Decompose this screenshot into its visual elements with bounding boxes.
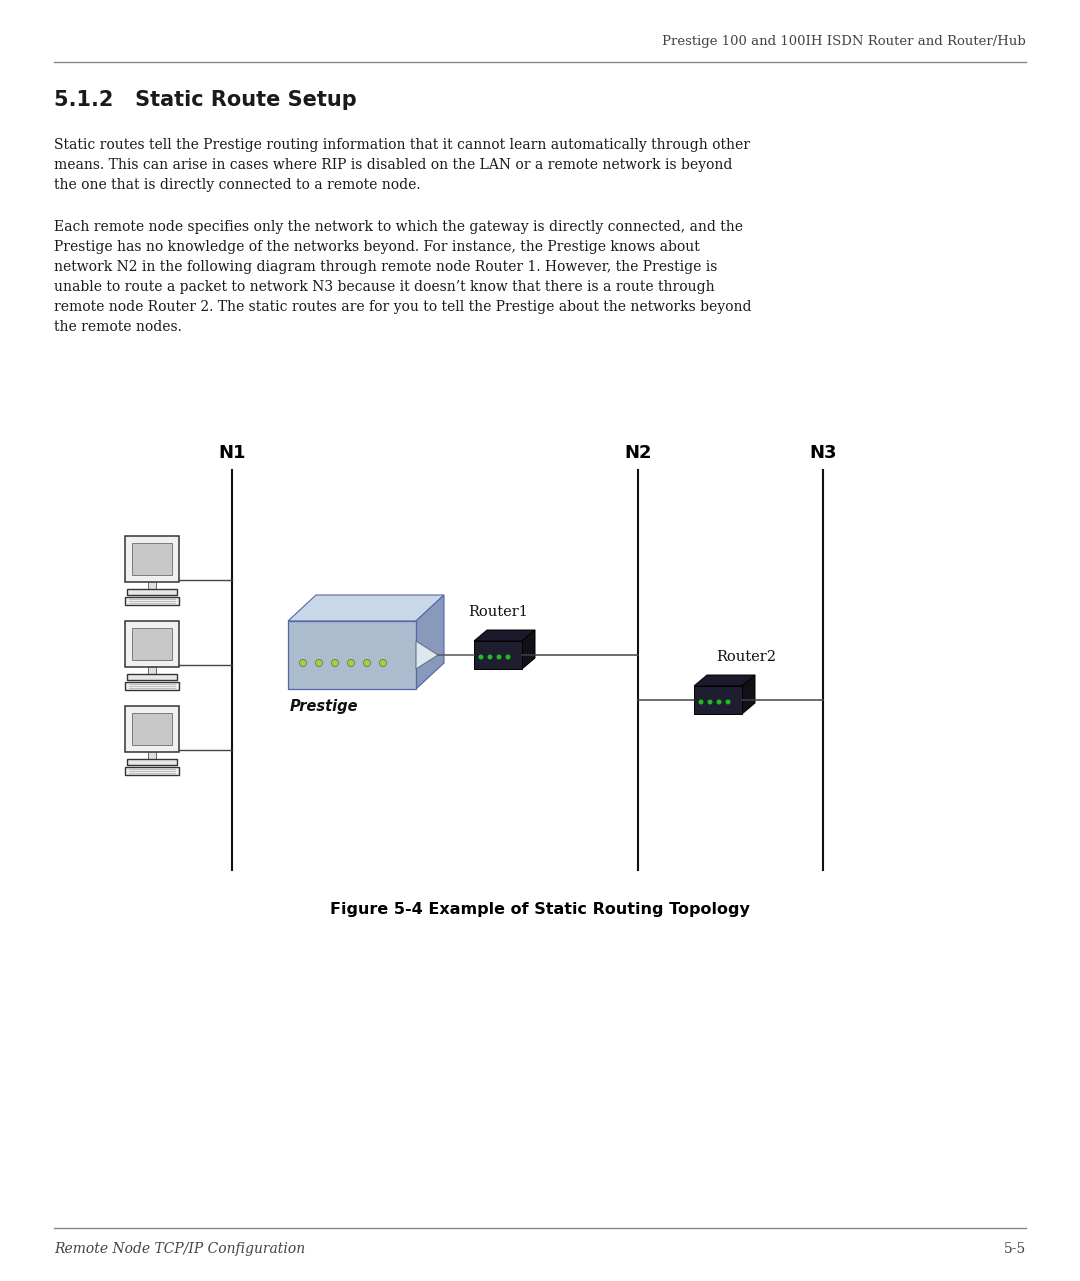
- Circle shape: [505, 655, 511, 660]
- Bar: [124, 535, 179, 582]
- Bar: [124, 706, 179, 752]
- Polygon shape: [522, 630, 535, 669]
- Circle shape: [497, 655, 501, 660]
- Bar: [148, 752, 157, 758]
- Bar: [127, 758, 176, 765]
- Text: remote node Router 2. The static routes are for you to tell the Prestige about t: remote node Router 2. The static routes …: [54, 300, 752, 314]
- Bar: [124, 621, 179, 667]
- Circle shape: [726, 699, 730, 705]
- Text: 5-5: 5-5: [1003, 1243, 1026, 1255]
- Circle shape: [315, 660, 323, 666]
- Text: Figure 5-4 Example of Static Routing Topology: Figure 5-4 Example of Static Routing Top…: [330, 902, 750, 917]
- Text: Router2: Router2: [716, 649, 777, 664]
- Text: Remote Node TCP/IP Configuration: Remote Node TCP/IP Configuration: [54, 1243, 306, 1255]
- Bar: [127, 674, 176, 680]
- Text: Router1: Router1: [468, 605, 528, 619]
- Polygon shape: [288, 594, 444, 621]
- Text: N2: N2: [624, 445, 651, 462]
- Circle shape: [299, 660, 307, 666]
- Circle shape: [478, 655, 484, 660]
- Polygon shape: [416, 640, 438, 669]
- Polygon shape: [416, 594, 444, 689]
- Text: Each remote node specifies only the network to which the gateway is directly con: Each remote node specifies only the netw…: [54, 220, 743, 234]
- Text: the remote nodes.: the remote nodes.: [54, 320, 181, 334]
- Text: the one that is directly connected to a remote node.: the one that is directly connected to a …: [54, 178, 420, 192]
- Text: 5.1.2   Static Route Setup: 5.1.2 Static Route Setup: [54, 90, 356, 110]
- Bar: [124, 681, 179, 689]
- Bar: [474, 640, 522, 669]
- Polygon shape: [742, 675, 755, 714]
- Text: N3: N3: [809, 445, 837, 462]
- Text: network N2 in the following diagram through remote node Router 1. However, the P: network N2 in the following diagram thro…: [54, 260, 717, 274]
- Bar: [148, 667, 157, 674]
- Bar: [124, 597, 179, 605]
- Bar: [132, 714, 173, 746]
- Circle shape: [716, 699, 721, 705]
- Text: Static routes tell the Prestige routing information that it cannot learn automat: Static routes tell the Prestige routing …: [54, 138, 750, 152]
- Text: unable to route a packet to network N3 because it doesn’t know that there is a r: unable to route a packet to network N3 b…: [54, 281, 715, 295]
- Circle shape: [707, 699, 713, 705]
- Circle shape: [487, 655, 492, 660]
- Bar: [148, 582, 157, 589]
- Circle shape: [348, 660, 354, 666]
- Bar: [124, 767, 179, 775]
- Text: means. This can arise in cases where RIP is disabled on the LAN or a remote netw: means. This can arise in cases where RIP…: [54, 158, 732, 172]
- Circle shape: [699, 699, 703, 705]
- Bar: [127, 589, 176, 594]
- Text: N1: N1: [218, 445, 246, 462]
- Polygon shape: [474, 630, 535, 640]
- Text: Prestige: Prestige: [291, 699, 359, 714]
- Polygon shape: [694, 675, 755, 687]
- Circle shape: [332, 660, 338, 666]
- Text: Prestige 100 and 100IH ISDN Router and Router/Hub: Prestige 100 and 100IH ISDN Router and R…: [662, 35, 1026, 47]
- Circle shape: [379, 660, 387, 666]
- Bar: [694, 687, 742, 714]
- Text: Prestige has no knowledge of the networks beyond. For instance, the Prestige kno: Prestige has no knowledge of the network…: [54, 240, 700, 254]
- Bar: [288, 621, 416, 689]
- Circle shape: [364, 660, 370, 666]
- Bar: [132, 543, 173, 575]
- Bar: [132, 628, 173, 660]
